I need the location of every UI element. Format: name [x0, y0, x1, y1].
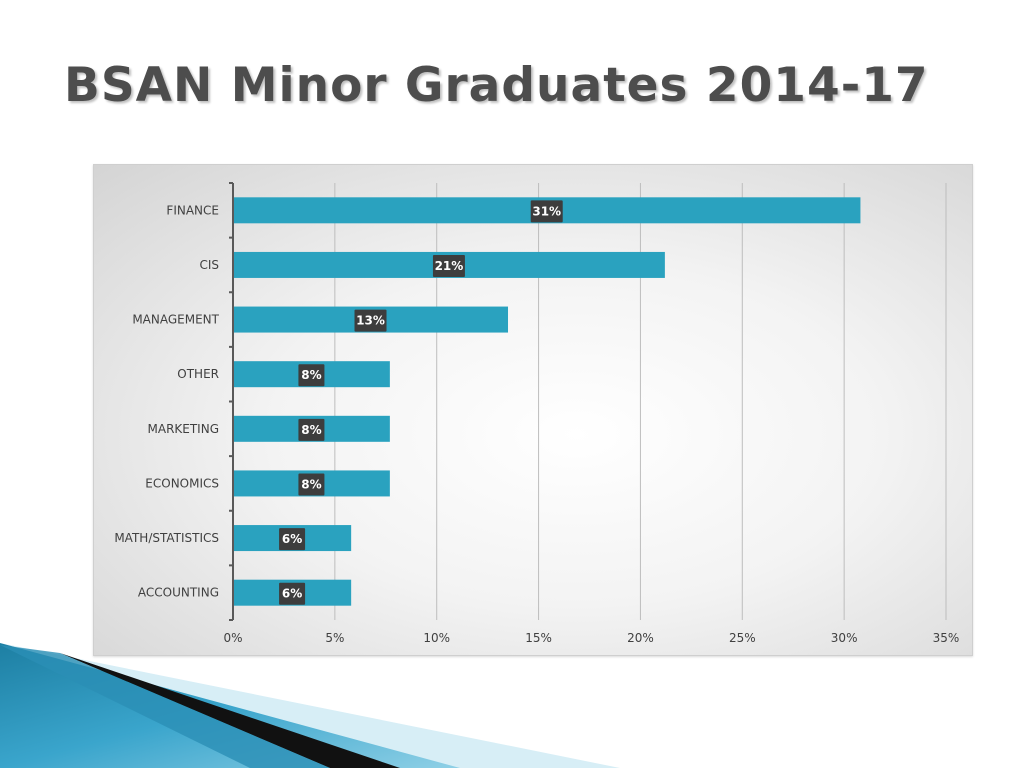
- bars: [234, 197, 861, 606]
- x-tick-label: 15%: [525, 631, 552, 645]
- gridlines: [334, 183, 947, 620]
- slide-title: BSAN Minor Graduates 2014-17: [64, 58, 929, 113]
- x-tick-label: 10%: [423, 631, 450, 645]
- category-label: CIS: [199, 258, 219, 272]
- x-tick-label: 20%: [627, 631, 654, 645]
- x-tick-label: 5%: [325, 631, 344, 645]
- x-tick-label: 25%: [729, 631, 756, 645]
- data-label-background: [354, 309, 387, 332]
- x-tick-label: 30%: [831, 631, 858, 645]
- data-label-background: [279, 528, 306, 551]
- data-label-background: [432, 254, 465, 277]
- data-label: 6%: [279, 582, 306, 605]
- data-label: 8%: [298, 364, 325, 387]
- corner-decoration: [0, 643, 620, 768]
- data-label-background: [298, 473, 325, 496]
- category-labels: FINANCE CIS MANAGEMENT OTHER MARKETING ECONOM…: [114, 203, 219, 599]
- data-label-background: [298, 418, 325, 441]
- data-labels: 31% 21% 13% 8% 8% 8% 6% 6%: [279, 200, 563, 605]
- data-label-text: 8%: [301, 477, 321, 491]
- data-label: 13%: [354, 309, 387, 332]
- bar-chart: FINANCE CIS MANAGEMENT OTHER MARKETING ECONOM…: [114, 182, 959, 645]
- data-label: 8%: [298, 473, 325, 496]
- data-label: 31%: [530, 200, 563, 223]
- category-label: ACCOUNTING: [138, 586, 219, 600]
- category-label: MANAGEMENT: [132, 313, 219, 327]
- category-axis: [229, 182, 234, 621]
- data-label-background: [530, 200, 563, 223]
- category-label: OTHER: [177, 367, 219, 381]
- x-tick-labels: 0% 5% 10% 15% 20% 25% 30% 35%: [223, 631, 959, 645]
- data-label-background: [298, 364, 325, 387]
- category-label: FINANCE: [166, 203, 219, 217]
- data-label-background: [279, 582, 306, 605]
- category-label: MATH/STATISTICS: [114, 531, 219, 545]
- data-label-text: 8%: [301, 368, 321, 382]
- data-label-text: 8%: [301, 423, 321, 437]
- category-label: ECONOMICS: [145, 476, 219, 490]
- data-label: 8%: [298, 418, 325, 441]
- data-label-text: 13%: [356, 314, 385, 328]
- chart-panel: FINANCE CIS MANAGEMENT OTHER MARKETING ECONOM…: [93, 164, 973, 656]
- data-label-text: 21%: [435, 259, 464, 273]
- data-label-text: 6%: [282, 532, 302, 546]
- data-label-text: 31%: [532, 204, 561, 218]
- x-tick-label: 0%: [223, 631, 242, 645]
- category-label: MARKETING: [148, 422, 220, 436]
- data-label: 6%: [279, 528, 306, 551]
- data-label: 21%: [432, 254, 465, 277]
- x-tick-label: 35%: [933, 631, 960, 645]
- data-label-text: 6%: [282, 587, 302, 601]
